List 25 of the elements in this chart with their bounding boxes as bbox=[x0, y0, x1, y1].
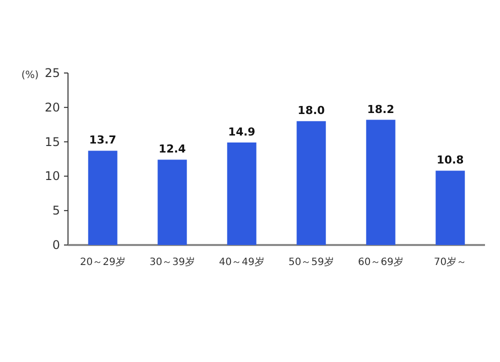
bar bbox=[227, 142, 256, 245]
y-tick-label: 20 bbox=[44, 100, 60, 114]
bar bbox=[296, 121, 326, 245]
x-tick-label: 30～39岁 bbox=[150, 256, 195, 268]
bar bbox=[158, 160, 187, 245]
data-label: 18.0 bbox=[298, 104, 326, 118]
y-tick-label: 5 bbox=[52, 204, 60, 218]
y-tick-label: 15 bbox=[44, 134, 60, 149]
bar bbox=[88, 150, 118, 245]
y-tick-label: 0 bbox=[52, 238, 60, 252]
x-tick-label: 50～59岁 bbox=[288, 256, 334, 268]
y-tick-label: 25 bbox=[44, 66, 60, 80]
x-tick-label: 40～49岁 bbox=[219, 256, 264, 268]
x-tick-label: 70岁～ bbox=[434, 256, 467, 268]
data-label: 12.4 bbox=[158, 142, 186, 156]
y-tick-label: 10 bbox=[44, 169, 60, 184]
x-tick-label: 60～69岁 bbox=[358, 256, 404, 268]
data-label: 13.7 bbox=[89, 134, 116, 147]
data-label: 18.2 bbox=[367, 102, 394, 116]
y-axis-title: (%) bbox=[21, 70, 39, 81]
bar bbox=[436, 170, 465, 245]
bar bbox=[366, 120, 396, 245]
x-tick-label: 20～29岁 bbox=[80, 256, 126, 268]
data-label: 14.9 bbox=[228, 125, 256, 138]
data-label: 10.8 bbox=[436, 154, 464, 167]
